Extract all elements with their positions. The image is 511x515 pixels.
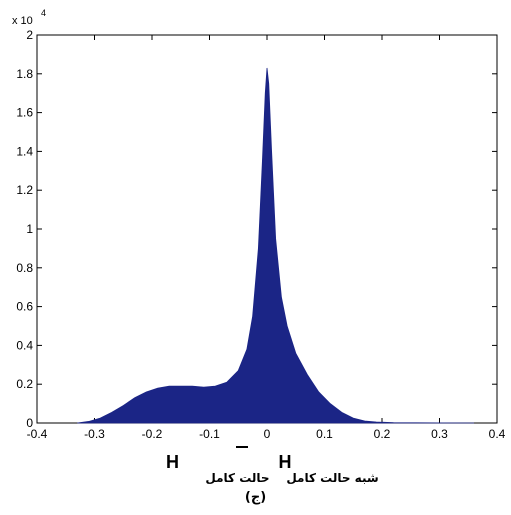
h-symbol: H	[278, 452, 292, 472]
y-exponent-power: 4	[41, 8, 46, 18]
caption-label-left: حالت کامل	[205, 471, 270, 485]
y-tick-label: 0.6	[16, 300, 33, 314]
histogram-chart: -0.4 -0.3 -0.2 -0.1 0 0.1 0.2 0.3 0.4 0 0.2 0.4 0.6 0…	[12, 8, 506, 441]
y-tick-label: 0.8	[16, 261, 33, 275]
y-tick-label: 1.8	[16, 67, 33, 81]
x-tick-label: -0.2	[142, 427, 163, 441]
x-tick-label: 0.2	[374, 427, 391, 441]
caption-row: H H حالت کامل شبه حالت کامل	[0, 446, 511, 490]
y-tick-label: 1.4	[16, 144, 33, 158]
caption-left: H	[150, 452, 260, 472]
y-tick-label: 0	[26, 416, 33, 430]
y-tick-label: 1.2	[16, 183, 33, 197]
x-tick-label: 0.3	[431, 427, 448, 441]
histogram-area	[77, 67, 475, 424]
x-tick-label: -0.1	[199, 427, 220, 441]
x-tick-label: 0	[264, 427, 271, 441]
y-tick-label: 0.2	[16, 377, 33, 391]
caption-letter: (ج)	[244, 490, 267, 505]
x-tick-label: -0.4	[27, 427, 48, 441]
caption-right: H	[265, 452, 305, 472]
h-bar-symbol: H	[166, 452, 179, 472]
x-tick-label: 0.4	[489, 427, 506, 441]
x-tick-label: -0.3	[84, 427, 105, 441]
y-tick-label: 1	[26, 222, 33, 236]
x-tick-label: 0.1	[316, 427, 333, 441]
y-tick-label: 1.6	[16, 106, 33, 120]
y-exponent-label: x 10	[12, 15, 33, 27]
y-tick-label: 0.4	[16, 338, 33, 352]
y-tick-label: 2	[26, 28, 33, 42]
overbar	[236, 446, 248, 448]
caption-label-right: شبه حالت کامل	[286, 471, 379, 485]
